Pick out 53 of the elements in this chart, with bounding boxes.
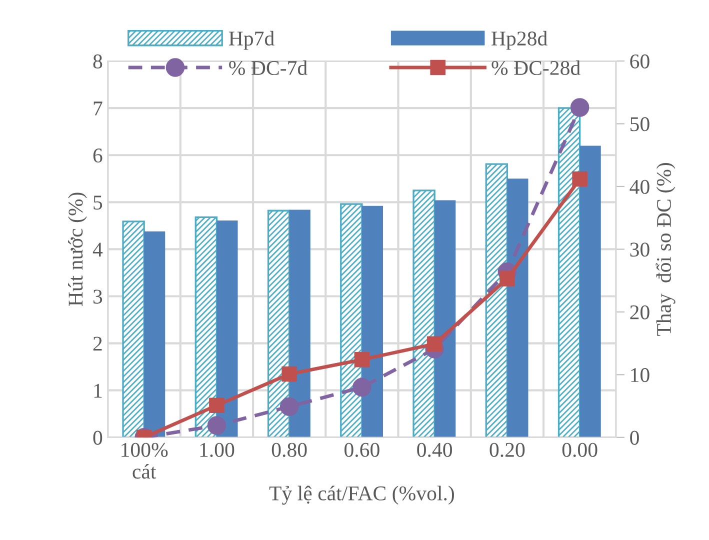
bar — [144, 231, 166, 438]
bar — [340, 203, 363, 438]
bar — [267, 210, 290, 438]
y2-tick-label: 20 — [630, 305, 650, 320]
y-tick-label: 2 — [93, 336, 102, 351]
y2-tick-label: 0 — [630, 430, 639, 445]
y2-axis-title: Thay đổi so ĐC (%) — [656, 163, 676, 336]
legend-label: Hp7d — [228, 30, 274, 50]
bar — [289, 210, 310, 438]
point — [280, 397, 299, 416]
x-tick-label: 0.20 — [490, 442, 525, 458]
x-tick-label: 0.00 — [562, 442, 598, 458]
bar — [558, 107, 581, 438]
x-tick-label: 100% cát — [122, 442, 168, 479]
point — [500, 271, 515, 286]
legend-label: Hp28d — [492, 30, 548, 50]
point — [354, 352, 370, 368]
y-tick-label: 8 — [93, 54, 102, 68]
y-tick-label: 4 — [92, 242, 103, 256]
point — [572, 171, 588, 187]
y-tick-label: 0 — [93, 430, 102, 445]
y2-tick-label: 10 — [631, 368, 650, 382]
y-axis-title: Hút nước (%) — [68, 192, 87, 306]
x-tick-label: 0.60 — [344, 442, 380, 458]
y-tick-label: 3 — [93, 290, 102, 304]
y2-tick-label: 50 — [630, 117, 650, 132]
y-tick-label: 5 — [94, 196, 102, 210]
bar — [412, 190, 436, 438]
point — [282, 366, 297, 382]
y2-tick-label: 30 — [630, 242, 650, 257]
bar — [507, 178, 528, 438]
x-tick-label: 0.80 — [272, 442, 307, 458]
point — [352, 378, 372, 397]
point — [426, 336, 442, 352]
bar — [580, 146, 601, 438]
point — [209, 398, 224, 414]
x-tick-label: 1.00 — [200, 442, 234, 458]
point — [570, 98, 590, 117]
point — [207, 416, 226, 435]
bar — [434, 200, 456, 438]
bar — [485, 163, 508, 438]
bar — [362, 206, 384, 438]
y-tick-label: 1 — [94, 384, 102, 398]
y-tick-label: 7 — [94, 102, 102, 116]
x-tick-label: 0.40 — [417, 442, 452, 458]
y2-tick-label: 60 — [630, 54, 650, 68]
bar — [122, 220, 145, 438]
legend-label: % ĐC-7d — [229, 60, 308, 76]
x-axis-title: Tỷ lệ cát/FAC (%vol.) — [269, 486, 454, 505]
legend-label: % ĐC-28d — [492, 60, 580, 76]
y2-tick-label: 40 — [630, 180, 650, 194]
y-tick-label: 6 — [93, 148, 102, 163]
bar — [216, 220, 238, 438]
